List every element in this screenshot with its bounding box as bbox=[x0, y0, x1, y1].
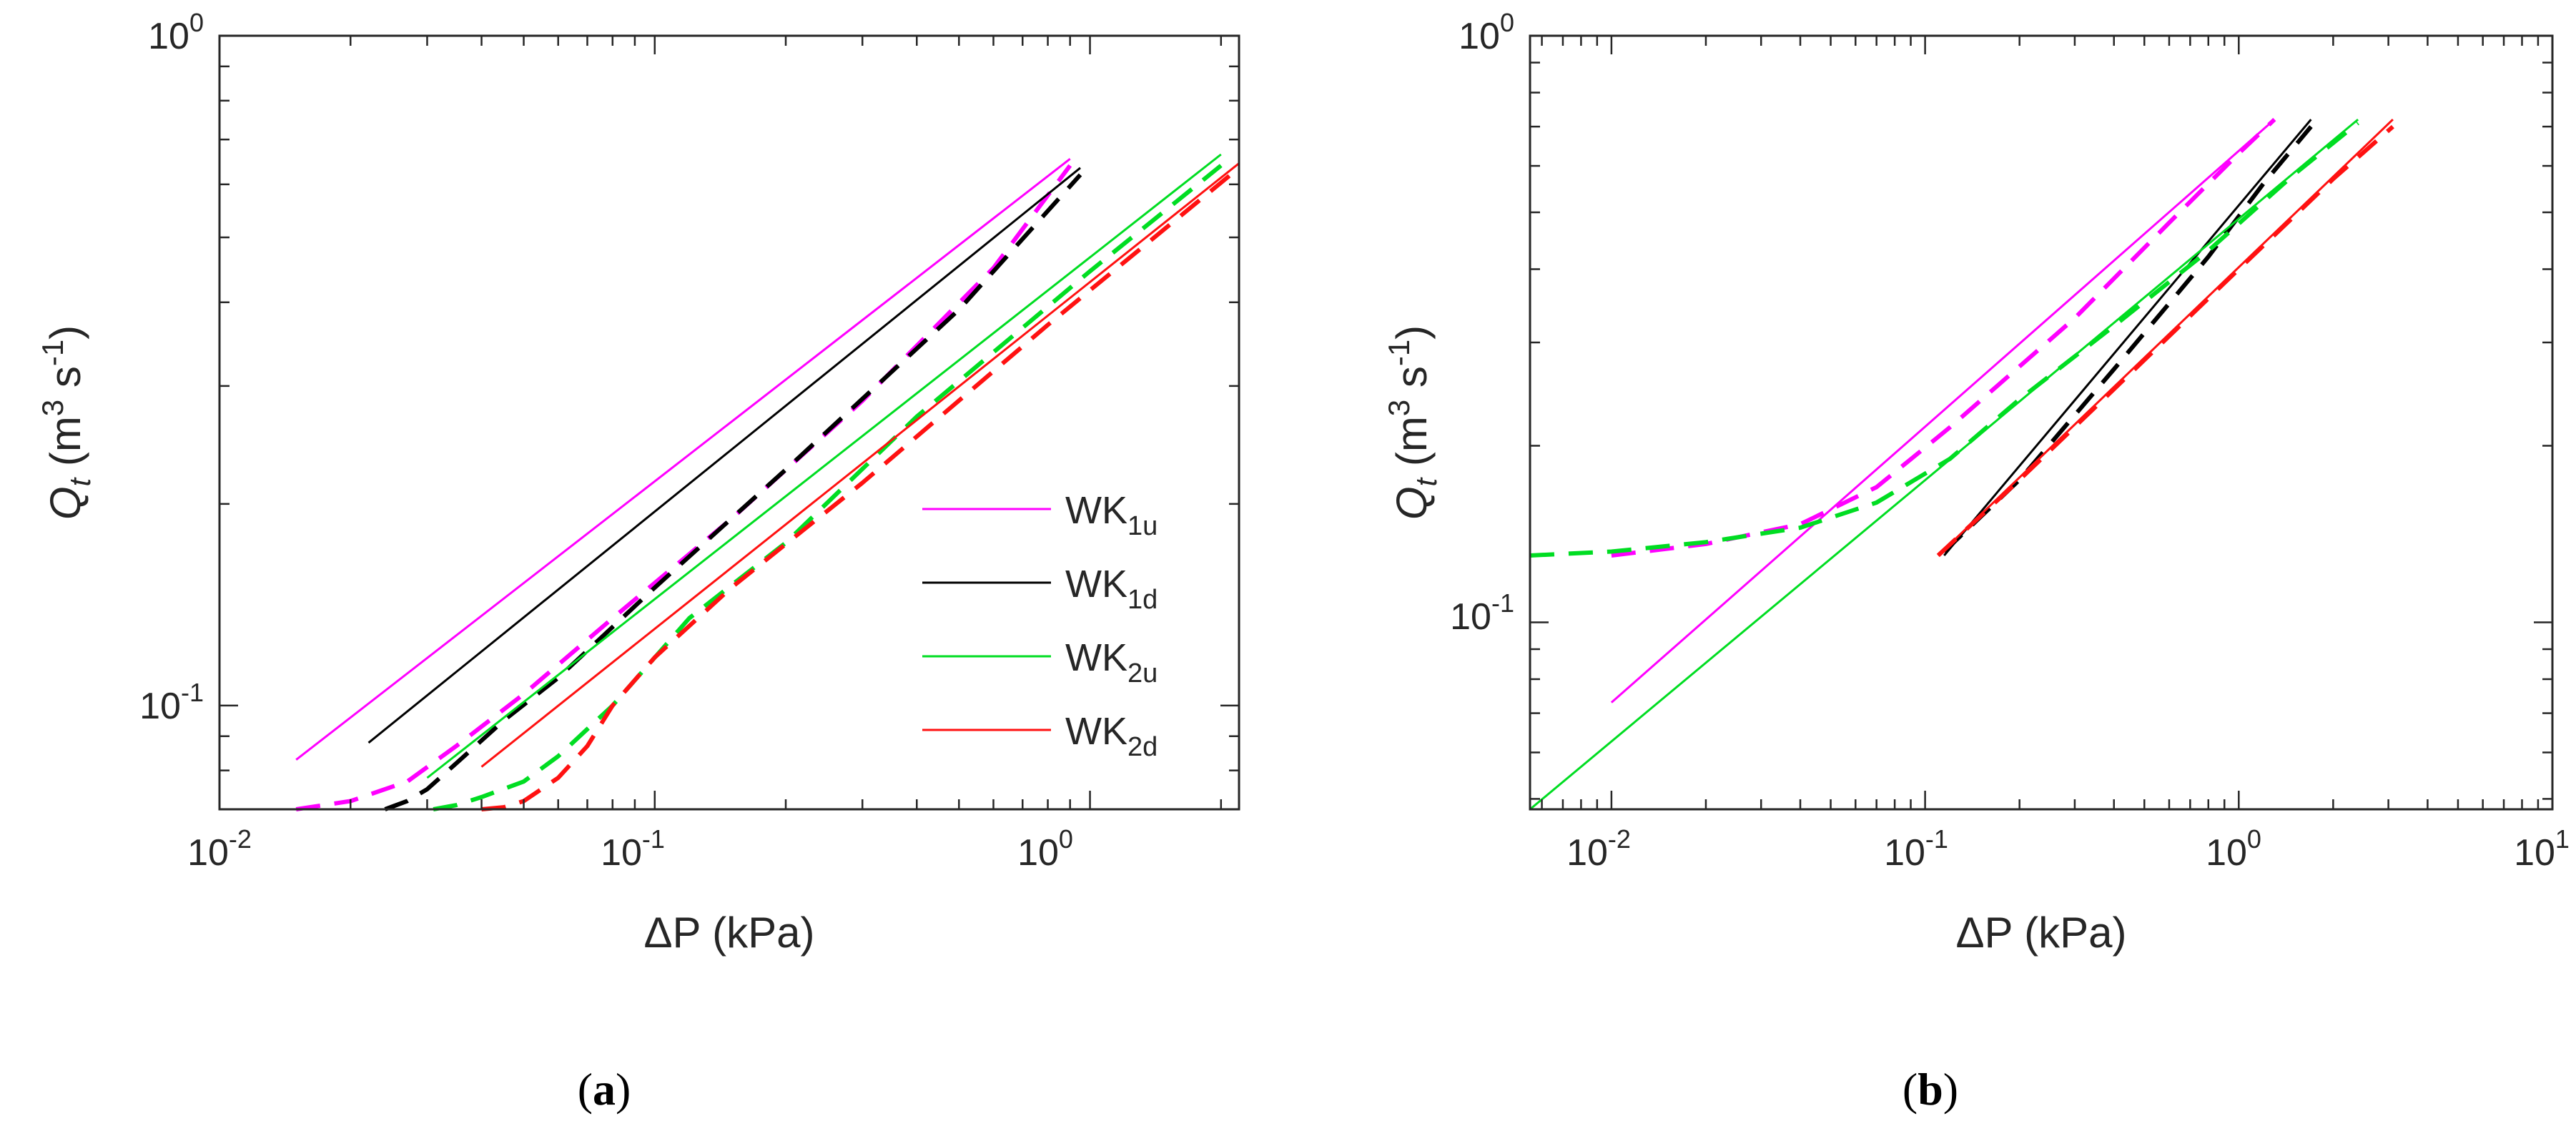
y-tick-label: 10-1 bbox=[139, 678, 204, 727]
legend-label-wk1d: WK1d bbox=[1065, 563, 1158, 615]
x-axis-label-a: ΔP (kPa) bbox=[643, 909, 814, 957]
ticks-b bbox=[1530, 34, 2554, 809]
axes-box-a bbox=[218, 34, 1240, 811]
x-tick-label: 100 bbox=[1017, 824, 1073, 874]
series-line-wk1u-dashed bbox=[295, 164, 1072, 811]
series-line-wk1u-dashed bbox=[1611, 117, 2276, 558]
series-line-wk1d-solid bbox=[367, 167, 1081, 744]
x-tick-label: 10-1 bbox=[1884, 824, 1948, 874]
legend-label-wk2d: WK2d bbox=[1065, 710, 1158, 762]
series-line-wk2d-dashed bbox=[481, 166, 1240, 811]
caption-b: (b) bbox=[1903, 1064, 1958, 1115]
ticks-a bbox=[218, 34, 1239, 811]
y-axis-label-b: Qt (m3 s-1) bbox=[1382, 325, 1443, 520]
y-tick-label: 10-1 bbox=[1450, 588, 1514, 638]
y-axis-label-a: Qt (m3 s-1) bbox=[36, 325, 97, 520]
y-tick-label: 100 bbox=[1459, 8, 1514, 57]
x-tick-label: 100 bbox=[2206, 824, 2261, 874]
series-line-wk2d-dashed bbox=[1936, 124, 2394, 558]
series-layer-a bbox=[295, 153, 1240, 811]
x-axis-label-b: ΔP (kPa) bbox=[1955, 909, 2126, 957]
chart-panel-a: WK1u WK1d WK2u WK2d 10-2 10-1 100 10-1 1… bbox=[36, 8, 1240, 1115]
series-line-wk1d-solid bbox=[1943, 119, 2312, 556]
x-tick-label: 10-2 bbox=[1566, 824, 1631, 874]
legend-label-wk2u: WK2u bbox=[1065, 636, 1158, 688]
series-line-wk2d-solid bbox=[480, 162, 1240, 768]
series-line-wk1u-solid bbox=[1610, 118, 2276, 703]
series-layer-b bbox=[1529, 117, 2394, 811]
series-line-wk1u-solid bbox=[295, 158, 1071, 761]
chart-panel-b: 10-2 10-1 100 101 10-1 100 ΔP (kPa) Qt (… bbox=[1382, 8, 2570, 1115]
x-tick-label: 101 bbox=[2514, 824, 2570, 874]
legend-box bbox=[904, 472, 1235, 794]
legend-label-wk1u: WK1u bbox=[1065, 489, 1158, 541]
axes-box-b bbox=[1529, 34, 2554, 811]
x-tick-label: 10-2 bbox=[187, 824, 252, 874]
series-line-wk2u-dashed bbox=[1529, 121, 2359, 558]
y-tick-label: 100 bbox=[148, 8, 204, 57]
caption-a: (a) bbox=[578, 1064, 631, 1115]
x-tick-label: 10-1 bbox=[601, 824, 665, 874]
legend: WK1u WK1d WK2u WK2d bbox=[904, 472, 1235, 794]
series-line-wk2u-solid bbox=[426, 153, 1222, 779]
